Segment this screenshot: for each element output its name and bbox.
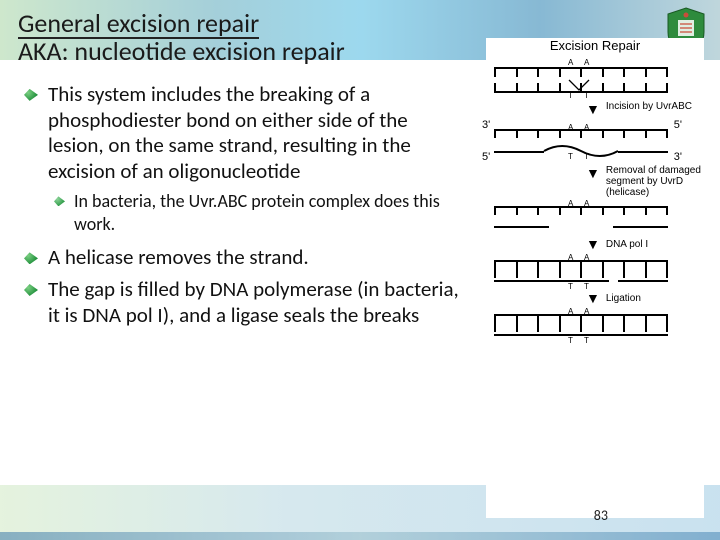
bullet-item: A helicase removes the strand. [24, 245, 460, 271]
sub-bullet-list: In bacteria, the Uvr.ABC protein complex… [24, 190, 460, 235]
slide-content: General excision repair AKA: nucleotide … [0, 0, 460, 540]
step-label: Removal of damaged segment by UvrD (heli… [606, 165, 704, 198]
down-arrow-icon: ▼ [586, 165, 600, 181]
down-arrow-icon: ▼ [586, 290, 600, 306]
down-arrow-icon: ▼ [586, 101, 600, 117]
dna-stage-1: A A T T [486, 63, 704, 97]
down-arrow-icon: ▼ [586, 236, 600, 252]
dna-stage-5: A A T T [486, 310, 704, 340]
dna-stage-3: A A [486, 202, 704, 232]
dna-stage-4: A A T T [486, 256, 704, 286]
sub-bullet-item: In bacteria, the Uvr.ABC protein complex… [54, 190, 460, 235]
dna-stage-2: 3' 5' 5' 3' A A T T [486, 121, 704, 161]
step-label: Ligation [606, 293, 641, 304]
step-label: DNA pol I [606, 239, 648, 250]
diagram-title: Excision Repair [486, 38, 704, 53]
bullet-item: This system includes the breaking of a p… [24, 82, 460, 184]
slide-title-line2: AKA: nucleotide excision repair [18, 37, 460, 66]
bullet-list: This system includes the breaking of a p… [18, 82, 460, 328]
excision-repair-diagram: Excision Repair A A T T ▼ Incision by Uv… [486, 38, 704, 518]
page-number: 83 [594, 507, 608, 524]
step-label: Incision by UvrABC [606, 101, 692, 112]
bullet-item: The gap is filled by DNA polymerase (in … [24, 277, 460, 328]
